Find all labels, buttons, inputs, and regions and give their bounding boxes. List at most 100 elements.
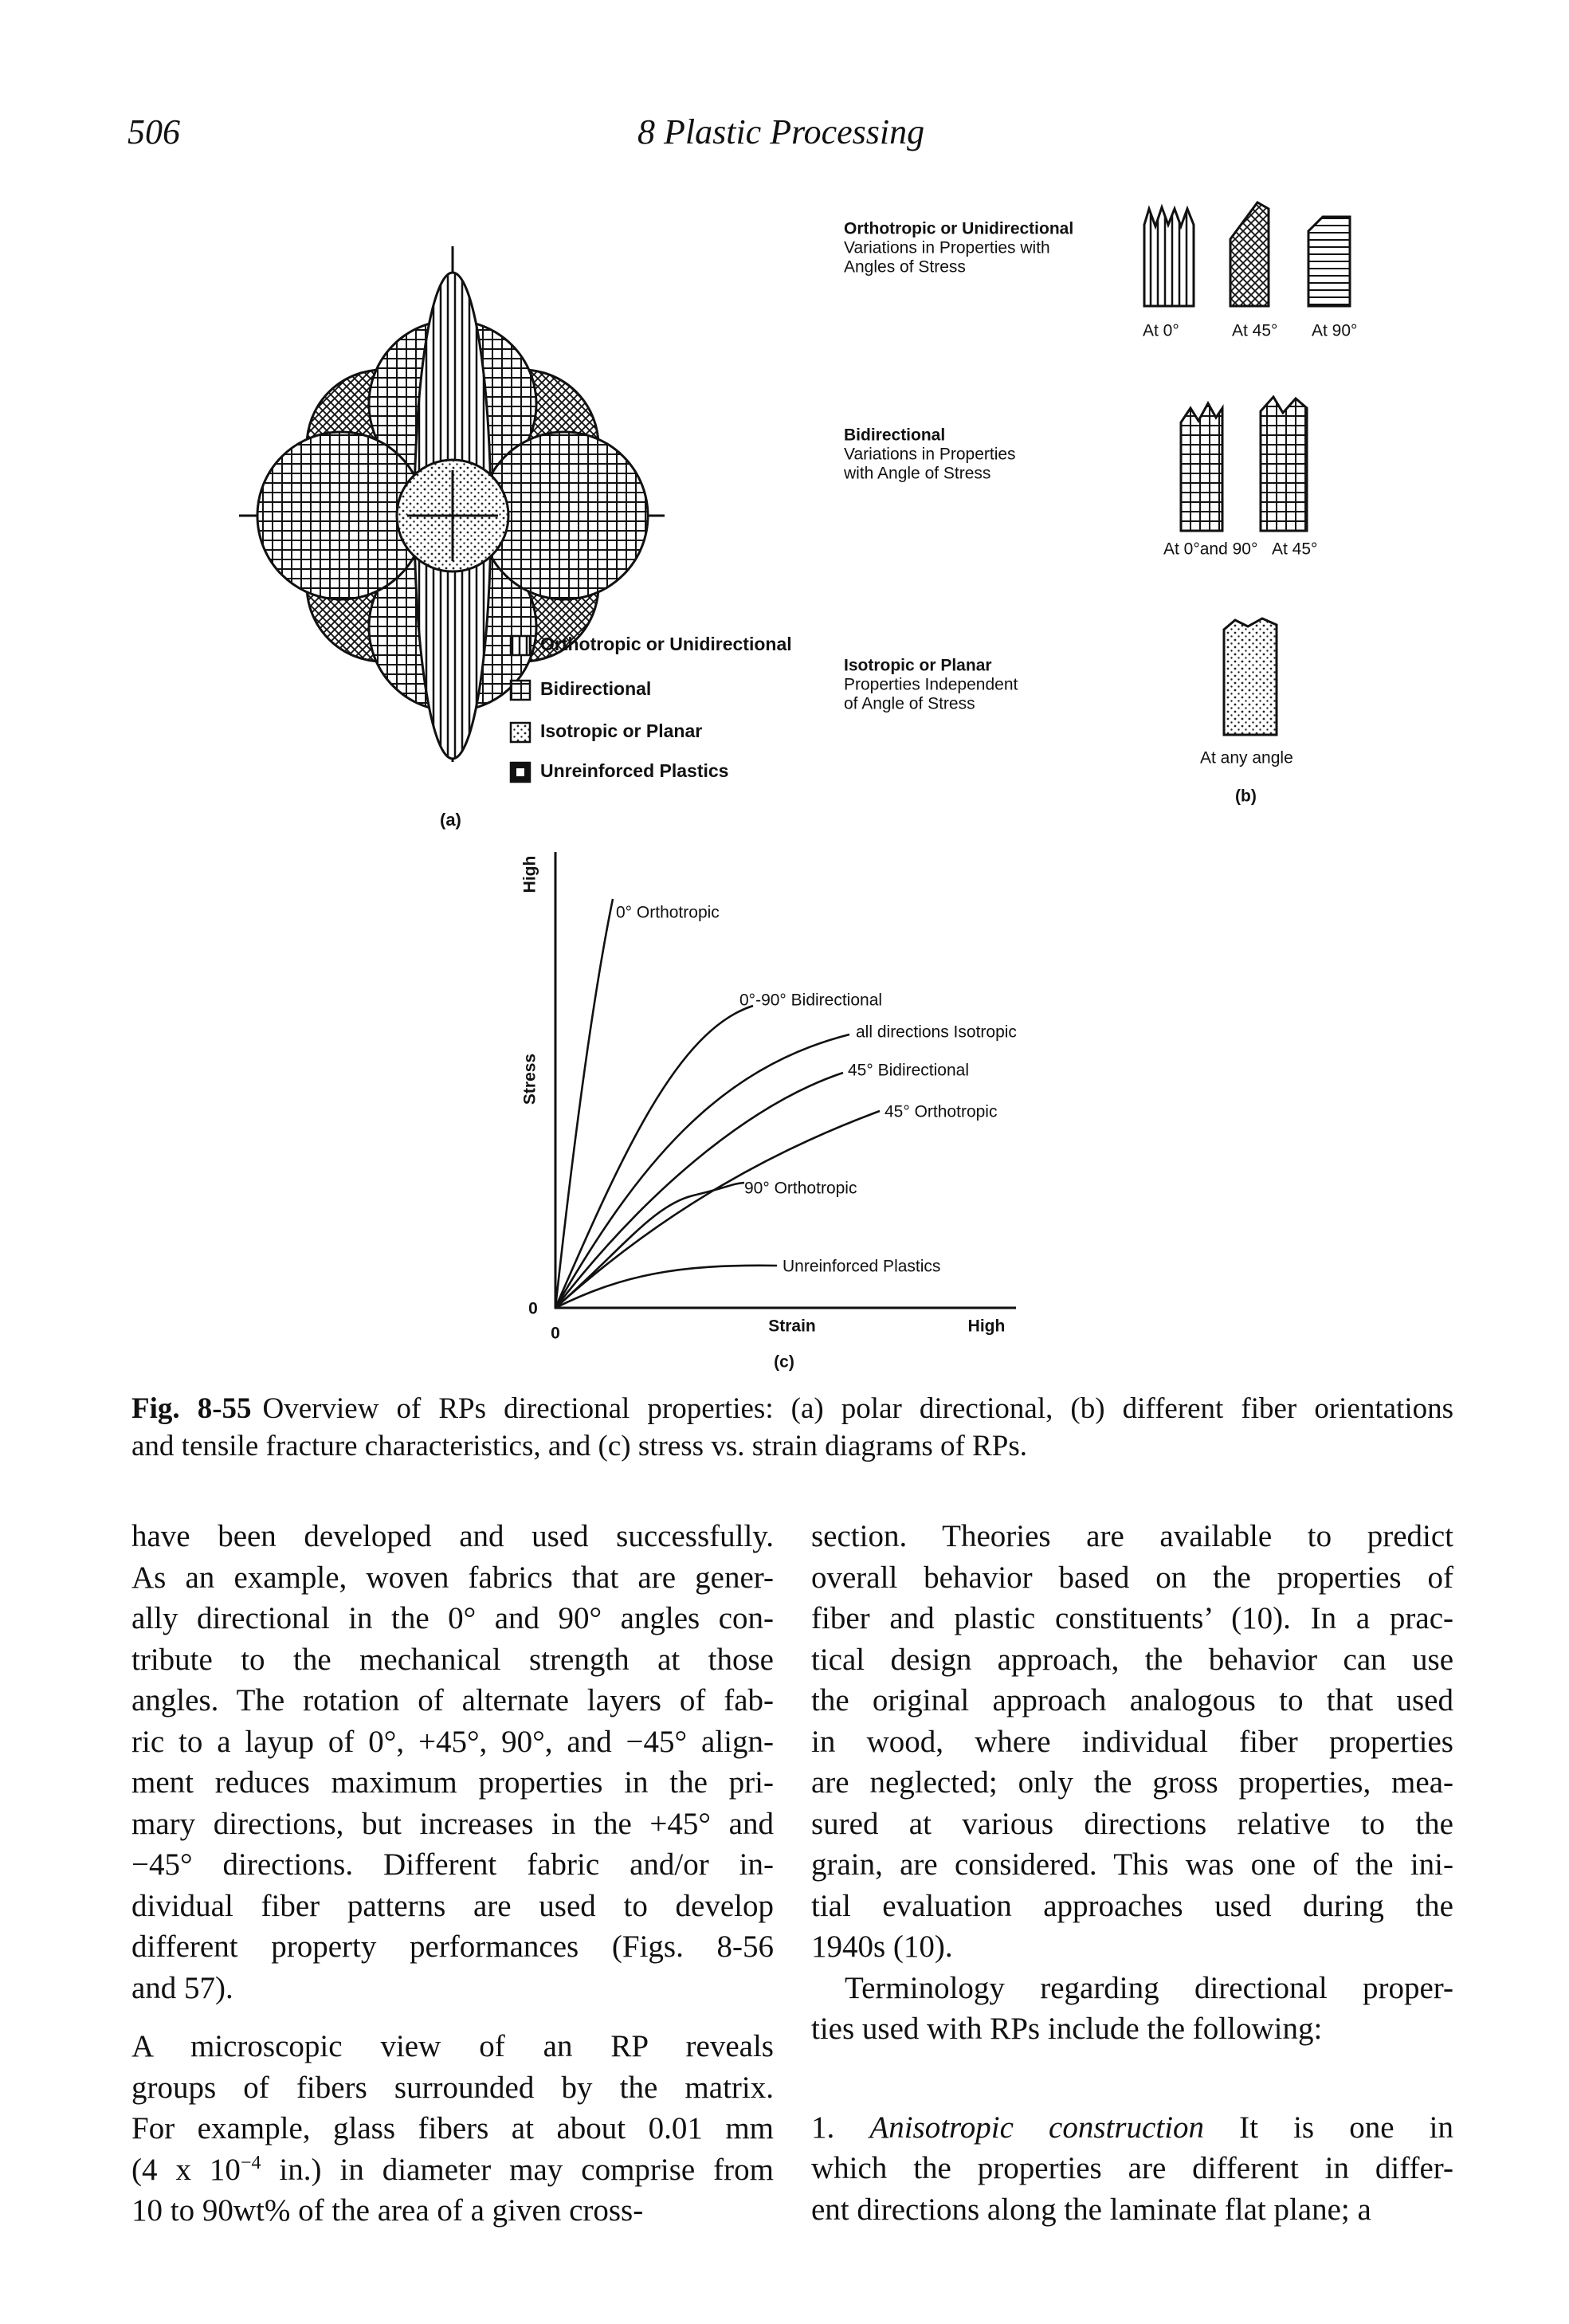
text-line: mary directions, but increases in the +4… [131,1806,774,1841]
panel-label: (a) [440,810,461,830]
curve [554,1004,754,1309]
text-line: (4 x 10−4 in.) in diameter may comprise … [131,2149,774,2191]
text: in.) in diameter may comprise from [261,2152,774,2187]
text-column: section. Theories are available to predi… [811,1516,1453,2230]
curve-label: 45° Orthotropic [885,1103,997,1121]
polar-diagram [239,246,665,762]
text-line: in wood, where individual fiber properti… [811,1724,1453,1759]
angle-label: At 90° [1312,322,1357,340]
x-origin: 0 [551,1325,560,1343]
text-line: and 57). [131,1970,233,2005]
paragraph: A microscopic view of an RP reveals group… [131,2026,774,2232]
curve-label: 90° Orthotropic [744,1180,857,1198]
text-line: the original approach analogous to that … [811,1683,1453,1717]
caption-text: Overview of RPs directional properties: … [262,1392,1454,1425]
text-line: which the properties are different in di… [811,2151,1453,2185]
text-line: ment reduces maximum properties in the p… [131,1765,774,1800]
angle-label: At 0°and 90° [1163,540,1257,559]
text-line: section. Theories are available to predi… [811,1519,1453,1553]
text-line: −45° directions. Different fabric and/or… [131,1847,774,1882]
curve [555,1264,778,1309]
curve-label: all directions Isotropic [856,1023,1017,1042]
caption-text: and tensile fracture characteristics, an… [131,1430,1028,1462]
fracture-icons [1143,201,1351,736]
list-term: Anisotropic construction [869,2110,1205,2145]
paragraph: section. Theories are available to predi… [811,1516,1453,1968]
paragraph: Terminology regarding directional proper… [811,1968,1453,2050]
curve [555,1109,881,1309]
running-title: 8 Plastic Processing [637,112,925,151]
text-line: fiber and plastic constituents’ (10). In… [811,1601,1453,1635]
text-line: 10 to 90wt% of the area of a given cross… [131,2193,644,2228]
text-line: angles. The rotation of alternate layers… [131,1683,774,1717]
y-axis-label: Stress [521,1054,539,1105]
text-line: tical design approach, the behavior can … [811,1642,1453,1677]
part-b: Orthotropic or Unidirectional Variations… [843,220,1357,806]
text-line: have been developed and used successfull… [131,1519,774,1553]
text: (4 x 10 [131,2152,241,2187]
list-number: 1. [811,2110,835,2145]
row-title: Bidirectional [844,426,945,445]
curve [554,1033,850,1309]
text-line: ally directional in the 0° and 90° angle… [131,1601,774,1635]
curve [555,1181,745,1309]
text-line: Terminology regarding directional proper… [845,1970,1453,2005]
text-line: 1. Anisotropic construction It is one in [811,2107,1453,2149]
x-axis-label: Strain [768,1317,816,1336]
text-line: For example, glass fibers at about 0.01 … [131,2111,774,2145]
text-line: tial evaluation approaches used during t… [811,1888,1453,1923]
row-description: Variations in Properties with [844,239,1050,257]
x-axis-high: High [968,1317,1006,1336]
text-line: ric to a layup of 0°, +45°, 90°, and −45… [131,1724,774,1759]
caption-label: Fig. 8-55 [131,1392,252,1425]
text-line: ent directions along the laminate flat p… [811,2192,1371,2227]
legend-label: Unreinforced Plastics [540,760,728,781]
curve-label: Unreinforced Plastics [783,1258,940,1276]
text-line: grain, are considered. This was one of t… [811,1847,1453,1882]
text-line: tribute to the mechanical strength at th… [131,1642,774,1677]
angle-label: At any angle [1200,749,1293,767]
text-line: As an example, woven fabrics that are ge… [131,1560,774,1595]
text-line: are neglected; only the gross properties… [811,1765,1453,1800]
paragraph: have been developed and used successfull… [131,1516,774,2008]
text-line: sured at various directions relative to … [811,1806,1453,1841]
row-description: Variations in Properties [844,446,1016,464]
text-line: different property performances (Figs. 8… [131,1929,774,1964]
text-line: A microscopic view of an RP reveals [131,2029,774,2063]
page-number: 506 [127,112,180,151]
legend-label: Bidirectional [540,678,651,699]
legend [509,634,531,783]
text-column: have been developed and used successfull… [131,1516,774,2232]
text-line: dividual fiber patterns are used to deve… [131,1888,774,1923]
legend-label: Isotropic or Planar [540,720,702,741]
row-description: Properties Independent [844,676,1018,694]
panel-label: (c) [774,1353,794,1372]
row-description: with Angle of Stress [843,465,990,483]
angle-label: At 0° [1143,322,1179,340]
y-origin: 0 [528,1300,538,1318]
superscript: −4 [240,2152,261,2173]
curve [554,898,614,1309]
curve [554,1071,844,1309]
curve-label: 0°-90° Bidirectional [739,991,882,1010]
text-line: ties used with RPs include the following… [811,2012,1323,2046]
text: It is one in [1239,2110,1454,2145]
stress-strain-diagram: High Stress 0 0 Strain High (c) 0° Ortho… [521,852,1017,1372]
angle-label: At 45° [1272,540,1317,559]
row-title: Isotropic or Planar [844,657,992,675]
y-axis-high: High [521,856,539,893]
paragraph: 1. Anisotropic construction It is one in… [811,2107,1453,2231]
row-description: of Angle of Stress [844,695,975,713]
curve-label: 45° Bidirectional [848,1062,969,1080]
angle-label: At 45° [1232,322,1277,340]
legend-label: Orthotropic or Unidirectional [540,634,792,654]
row-description: Angles of Stress [844,258,966,277]
panel-label: (b) [1235,787,1257,806]
figure: Orthotropic or Unidirectional Bidirectio… [239,201,1357,1372]
text-line: 1940s (10). [811,1929,953,1964]
row-title: Orthotropic or Unidirectional [844,220,1073,238]
curve-label: 0° Orthotropic [616,904,720,922]
text-line: overall behavior based on the properties… [811,1560,1453,1595]
text-line: groups of fibers surrounded by the matri… [131,2070,774,2105]
